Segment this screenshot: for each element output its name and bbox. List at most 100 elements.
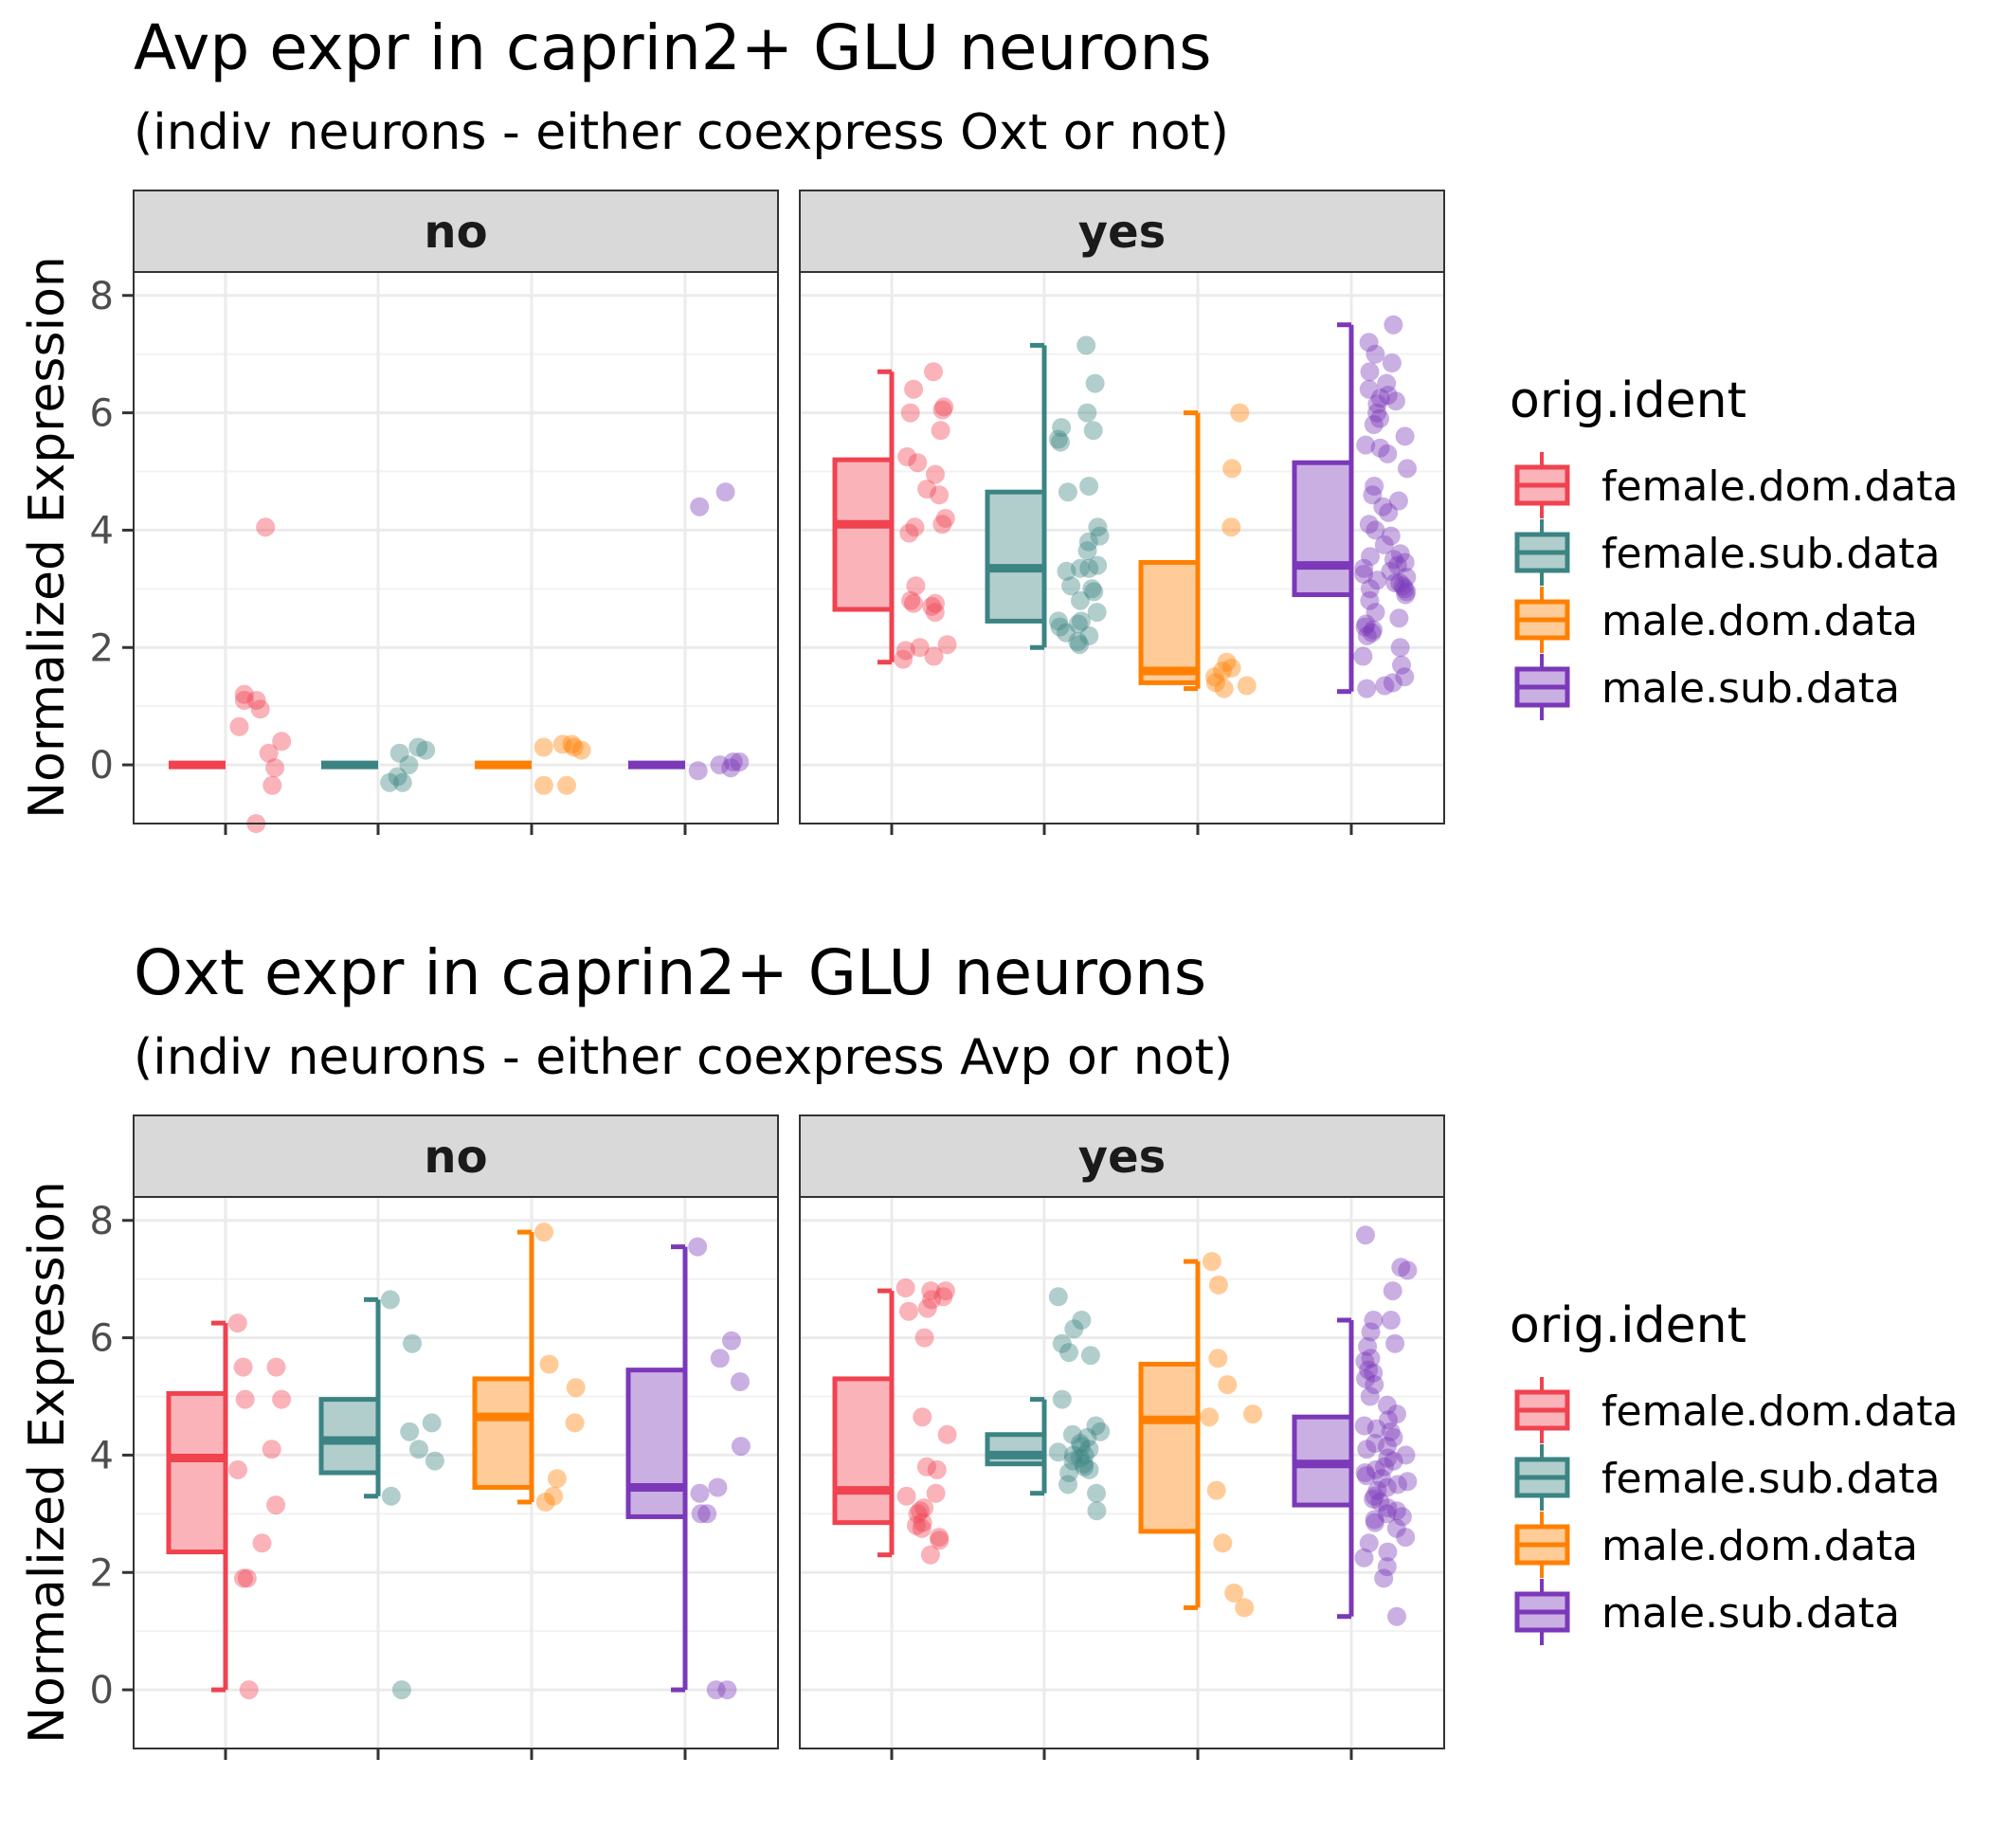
legend-title: orig.ident bbox=[1510, 1297, 1746, 1354]
data-point bbox=[1074, 1454, 1094, 1474]
data-point bbox=[1395, 426, 1415, 446]
data-point bbox=[1364, 1489, 1384, 1509]
box bbox=[318, 1397, 381, 1476]
data-point bbox=[1361, 1322, 1381, 1342]
data-point bbox=[1208, 1349, 1228, 1368]
data-point bbox=[721, 758, 741, 778]
data-point bbox=[1217, 652, 1237, 672]
data-point bbox=[717, 1680, 737, 1700]
data-point bbox=[1208, 1275, 1228, 1295]
data-point bbox=[1355, 1351, 1375, 1371]
data-point bbox=[1359, 515, 1379, 534]
data-point bbox=[534, 737, 553, 757]
data-point bbox=[544, 1486, 564, 1506]
data-point bbox=[1200, 1407, 1220, 1427]
data-point bbox=[1355, 1463, 1375, 1482]
data-point bbox=[731, 1372, 750, 1391]
data-point bbox=[1356, 614, 1376, 634]
data-point bbox=[926, 464, 945, 484]
data-point bbox=[409, 1440, 428, 1459]
y-tick-label: 6 bbox=[90, 1317, 114, 1361]
data-point bbox=[1388, 1475, 1407, 1495]
data-point bbox=[1398, 1472, 1418, 1492]
panel-border bbox=[133, 271, 779, 824]
data-point bbox=[1090, 526, 1110, 546]
data-point bbox=[899, 1301, 918, 1321]
data-point bbox=[233, 1357, 253, 1377]
data-point bbox=[1354, 1416, 1374, 1436]
data-point bbox=[380, 772, 400, 792]
data-point bbox=[1072, 611, 1091, 631]
data-point bbox=[1395, 667, 1415, 687]
data-point bbox=[1079, 1440, 1099, 1459]
data-point bbox=[1367, 394, 1387, 414]
data-point bbox=[1087, 1501, 1107, 1521]
data-point bbox=[1366, 1419, 1386, 1439]
data-point bbox=[1386, 391, 1405, 411]
data-point bbox=[1235, 1598, 1255, 1618]
data-point bbox=[1391, 1258, 1411, 1277]
data-point bbox=[920, 1545, 940, 1565]
data-point bbox=[1218, 1375, 1238, 1395]
data-point bbox=[1079, 625, 1099, 645]
data-point bbox=[1365, 477, 1384, 496]
data-point bbox=[1365, 1510, 1384, 1530]
legend-label: male.sub.data bbox=[1601, 664, 1900, 713]
legend-label: female.sub.data bbox=[1601, 530, 1941, 578]
data-point bbox=[690, 497, 710, 516]
data-point bbox=[1396, 1528, 1416, 1548]
data-point bbox=[1364, 415, 1384, 434]
facet-strip-label: no bbox=[424, 1131, 487, 1184]
data-point bbox=[1071, 558, 1090, 578]
group-male.sub.data bbox=[625, 1237, 751, 1700]
data-point bbox=[1057, 561, 1076, 581]
data-point bbox=[534, 1223, 553, 1242]
data-point bbox=[1390, 573, 1410, 593]
data-point bbox=[1384, 550, 1403, 570]
group-male.dom.data bbox=[472, 1223, 586, 1512]
facet-panel-no: no bbox=[133, 1114, 779, 1760]
data-point bbox=[1057, 623, 1076, 643]
data-point bbox=[1087, 603, 1107, 623]
box bbox=[166, 1390, 228, 1555]
data-point bbox=[228, 1459, 247, 1479]
data-point bbox=[1357, 679, 1377, 698]
data-point bbox=[250, 699, 270, 719]
data-point bbox=[1360, 590, 1380, 610]
data-point bbox=[534, 775, 553, 795]
data-point bbox=[927, 1459, 947, 1479]
data-point bbox=[1354, 564, 1374, 584]
data-point bbox=[1079, 477, 1099, 496]
data-point bbox=[907, 1515, 926, 1535]
data-point bbox=[1381, 1311, 1401, 1330]
facet-panel-yes: yes bbox=[799, 190, 1445, 835]
box bbox=[625, 1368, 688, 1519]
y-tick-label: 4 bbox=[90, 1434, 114, 1477]
data-point bbox=[1390, 544, 1410, 564]
data-point bbox=[229, 716, 249, 736]
data-point bbox=[1354, 1548, 1374, 1567]
data-point bbox=[392, 772, 412, 792]
group-female.sub.data bbox=[985, 335, 1110, 655]
data-point bbox=[1389, 608, 1409, 628]
data-point bbox=[1071, 1437, 1091, 1457]
data-point bbox=[1364, 1311, 1384, 1330]
data-point bbox=[1088, 517, 1108, 537]
facet-strip bbox=[133, 1114, 779, 1198]
data-point bbox=[1359, 379, 1379, 399]
data-point bbox=[1064, 1319, 1084, 1339]
data-point bbox=[1370, 1493, 1390, 1512]
data-point bbox=[1080, 1346, 1100, 1366]
data-point bbox=[1087, 1483, 1106, 1503]
data-point bbox=[1075, 1445, 1094, 1465]
data-point bbox=[916, 1457, 936, 1477]
data-point bbox=[910, 638, 930, 658]
data-point bbox=[1384, 315, 1403, 335]
data-point bbox=[917, 1298, 937, 1318]
data-point bbox=[1382, 353, 1402, 372]
data-point bbox=[1374, 1457, 1394, 1477]
data-point bbox=[1063, 1451, 1083, 1471]
data-point bbox=[1383, 1281, 1402, 1301]
data-point bbox=[1051, 432, 1070, 452]
data-point bbox=[1396, 1445, 1416, 1465]
